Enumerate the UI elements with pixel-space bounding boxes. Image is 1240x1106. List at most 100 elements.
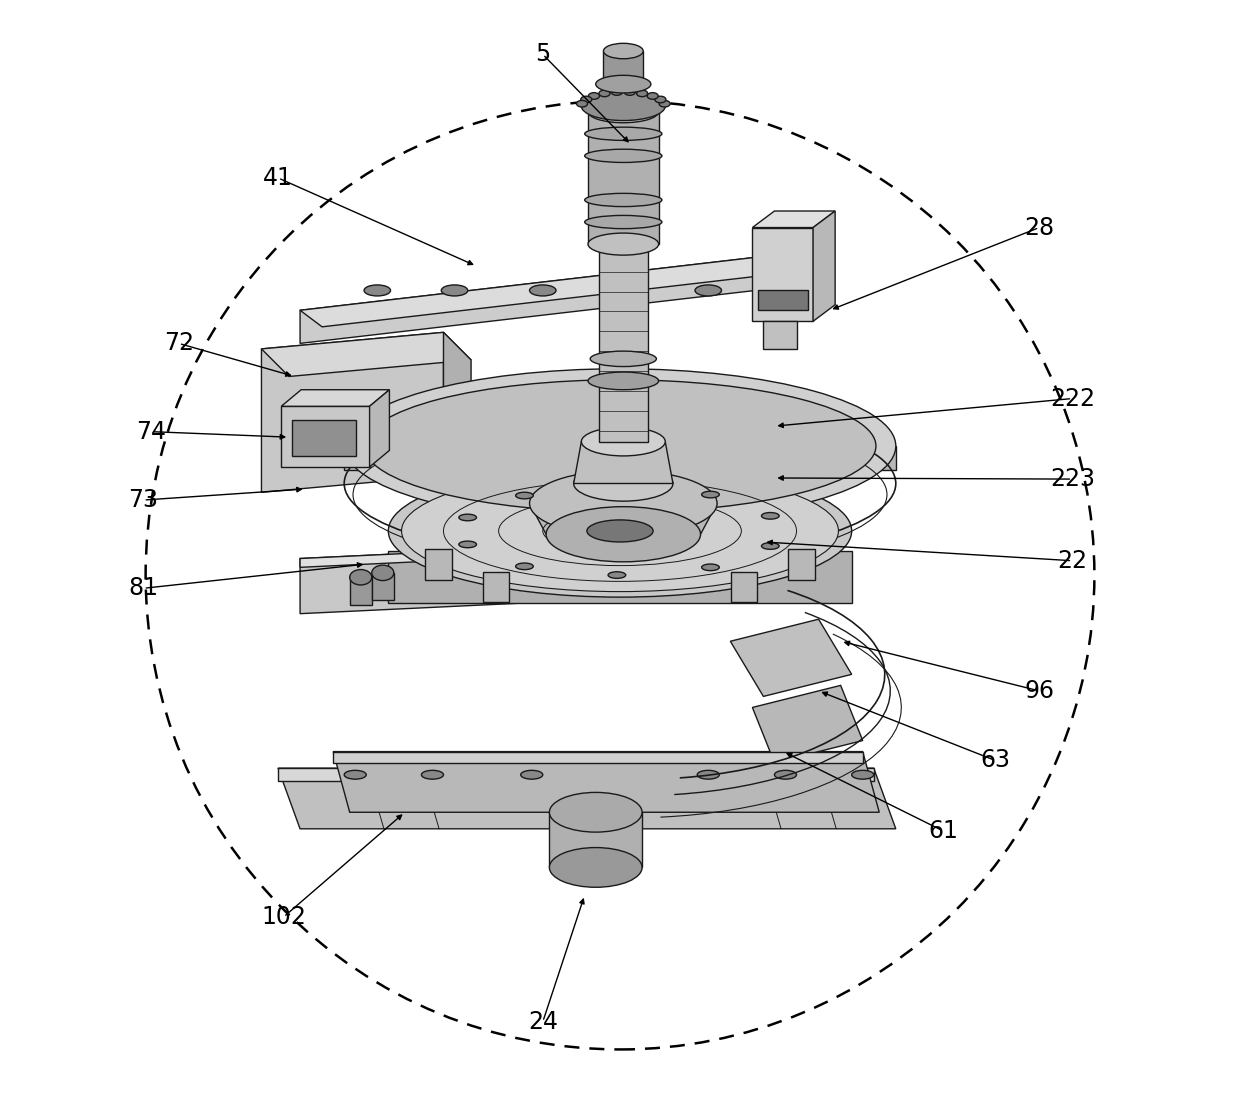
Ellipse shape bbox=[388, 465, 852, 597]
Polygon shape bbox=[372, 573, 394, 601]
Polygon shape bbox=[529, 503, 717, 534]
Polygon shape bbox=[444, 333, 471, 503]
Polygon shape bbox=[278, 769, 874, 781]
Polygon shape bbox=[300, 255, 796, 327]
Polygon shape bbox=[753, 228, 813, 322]
Polygon shape bbox=[549, 812, 642, 867]
Ellipse shape bbox=[588, 101, 658, 123]
Ellipse shape bbox=[595, 75, 651, 93]
Polygon shape bbox=[334, 752, 879, 812]
Ellipse shape bbox=[585, 194, 662, 207]
Ellipse shape bbox=[647, 93, 658, 100]
Ellipse shape bbox=[350, 570, 372, 585]
Text: 41: 41 bbox=[263, 166, 293, 190]
Text: 222: 222 bbox=[1050, 387, 1095, 410]
Polygon shape bbox=[262, 333, 471, 376]
Ellipse shape bbox=[587, 520, 653, 542]
Ellipse shape bbox=[345, 771, 366, 779]
Ellipse shape bbox=[402, 470, 838, 592]
Ellipse shape bbox=[365, 379, 875, 512]
Ellipse shape bbox=[852, 771, 874, 779]
Ellipse shape bbox=[611, 88, 622, 95]
Text: 22: 22 bbox=[1058, 549, 1087, 573]
Ellipse shape bbox=[761, 512, 779, 519]
Ellipse shape bbox=[761, 543, 779, 550]
Ellipse shape bbox=[599, 90, 610, 96]
Ellipse shape bbox=[590, 351, 656, 366]
Ellipse shape bbox=[422, 771, 444, 779]
Ellipse shape bbox=[459, 514, 476, 521]
Polygon shape bbox=[300, 547, 532, 567]
Ellipse shape bbox=[516, 563, 533, 570]
Polygon shape bbox=[281, 389, 389, 406]
Ellipse shape bbox=[372, 565, 394, 581]
Polygon shape bbox=[764, 322, 796, 348]
Polygon shape bbox=[370, 389, 389, 467]
Ellipse shape bbox=[624, 88, 635, 95]
Ellipse shape bbox=[608, 572, 626, 578]
Polygon shape bbox=[281, 406, 370, 467]
Ellipse shape bbox=[694, 285, 722, 296]
Text: 5: 5 bbox=[536, 42, 551, 66]
Ellipse shape bbox=[588, 372, 658, 389]
Ellipse shape bbox=[660, 101, 670, 107]
Text: 96: 96 bbox=[1024, 679, 1054, 703]
Text: 24: 24 bbox=[528, 1010, 558, 1034]
Text: 28: 28 bbox=[1024, 216, 1054, 240]
Ellipse shape bbox=[585, 127, 662, 140]
Ellipse shape bbox=[655, 96, 666, 103]
Polygon shape bbox=[730, 619, 852, 697]
Polygon shape bbox=[388, 551, 852, 603]
Ellipse shape bbox=[521, 771, 543, 779]
Ellipse shape bbox=[618, 285, 645, 296]
Ellipse shape bbox=[580, 96, 591, 103]
Ellipse shape bbox=[441, 285, 467, 296]
Ellipse shape bbox=[516, 492, 533, 499]
Ellipse shape bbox=[529, 285, 556, 296]
Polygon shape bbox=[425, 549, 451, 580]
Text: 223: 223 bbox=[1050, 467, 1095, 491]
Polygon shape bbox=[482, 572, 510, 603]
Polygon shape bbox=[813, 211, 835, 322]
Polygon shape bbox=[574, 441, 673, 483]
Ellipse shape bbox=[549, 792, 642, 832]
Ellipse shape bbox=[574, 466, 673, 501]
Polygon shape bbox=[278, 769, 895, 828]
Ellipse shape bbox=[577, 101, 588, 107]
Ellipse shape bbox=[604, 43, 644, 59]
Ellipse shape bbox=[588, 233, 658, 255]
Ellipse shape bbox=[459, 541, 476, 547]
Ellipse shape bbox=[589, 93, 599, 100]
Polygon shape bbox=[300, 547, 532, 614]
Ellipse shape bbox=[608, 483, 626, 490]
Text: 72: 72 bbox=[164, 332, 193, 355]
Text: 81: 81 bbox=[129, 576, 159, 601]
Polygon shape bbox=[300, 255, 775, 343]
Bar bbox=[293, 419, 356, 456]
Text: 74: 74 bbox=[136, 419, 166, 444]
Polygon shape bbox=[789, 549, 815, 580]
Text: 61: 61 bbox=[929, 820, 959, 843]
Text: 73: 73 bbox=[129, 488, 159, 512]
Ellipse shape bbox=[582, 427, 665, 456]
Ellipse shape bbox=[585, 216, 662, 229]
Polygon shape bbox=[350, 577, 372, 605]
Ellipse shape bbox=[697, 771, 719, 779]
Ellipse shape bbox=[365, 285, 391, 296]
Ellipse shape bbox=[549, 847, 642, 887]
Ellipse shape bbox=[585, 149, 662, 163]
Ellipse shape bbox=[702, 564, 719, 571]
Polygon shape bbox=[730, 572, 758, 603]
Ellipse shape bbox=[345, 368, 895, 523]
Bar bbox=[604, 51, 644, 84]
Text: 63: 63 bbox=[980, 749, 1011, 772]
Polygon shape bbox=[262, 333, 444, 492]
Text: 102: 102 bbox=[262, 905, 306, 929]
Polygon shape bbox=[588, 112, 658, 244]
Polygon shape bbox=[599, 244, 647, 441]
Polygon shape bbox=[345, 446, 895, 470]
Ellipse shape bbox=[546, 507, 701, 562]
Ellipse shape bbox=[582, 92, 665, 121]
Ellipse shape bbox=[636, 90, 647, 96]
Bar bbox=[758, 291, 807, 311]
